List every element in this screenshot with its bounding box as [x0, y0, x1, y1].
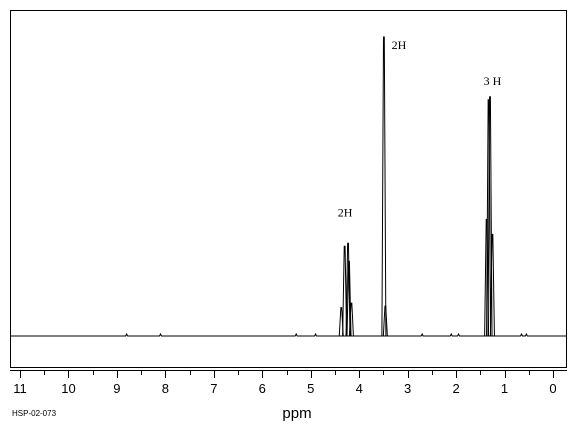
x-tick-label: 1 [501, 381, 508, 396]
x-tick-label: 0 [549, 381, 556, 396]
x-axis-label: ppm [282, 405, 311, 422]
spectrum-peak [487, 96, 493, 337]
plot-frame [10, 10, 567, 368]
spectrum-peak [342, 245, 348, 337]
x-tick-label: 5 [307, 381, 314, 396]
spectrum-peak [489, 233, 495, 337]
spectrum-peak [382, 305, 388, 337]
spectrum-peak [486, 99, 492, 337]
sample-id-label: HSP-02-073 [12, 409, 57, 418]
x-axis-tick-labels: 11 10 9 8 7 6 5 4 3 2 1 0 [13, 381, 556, 396]
spectrum-peak [346, 260, 352, 337]
x-tick-label: 7 [210, 381, 217, 396]
x-tick-label: 9 [113, 381, 120, 396]
x-tick-label: 2 [452, 381, 459, 396]
spectrum-peak [348, 302, 354, 337]
spectrum-peak [484, 218, 490, 337]
x-tick-label: 3 [404, 381, 411, 396]
x-tick-label: 4 [356, 381, 363, 396]
x-axis-ticks [20, 370, 554, 378]
spectrum-baseline [10, 332, 567, 337]
x-tick-label: 11 [13, 381, 27, 396]
integration-label: 2H [338, 205, 353, 219]
spectrum-peak [345, 242, 351, 337]
x-tick-label: 6 [259, 381, 266, 396]
x-tick-label: 8 [162, 381, 169, 396]
spectrum-peaks [338, 36, 495, 337]
x-tick-label: 10 [61, 381, 75, 396]
spectrum-peak [381, 36, 387, 337]
integration-label: 2H [392, 38, 407, 52]
integration-annotations: 2H 2H 3 H [338, 38, 502, 219]
integration-label: 3 H [484, 74, 502, 88]
